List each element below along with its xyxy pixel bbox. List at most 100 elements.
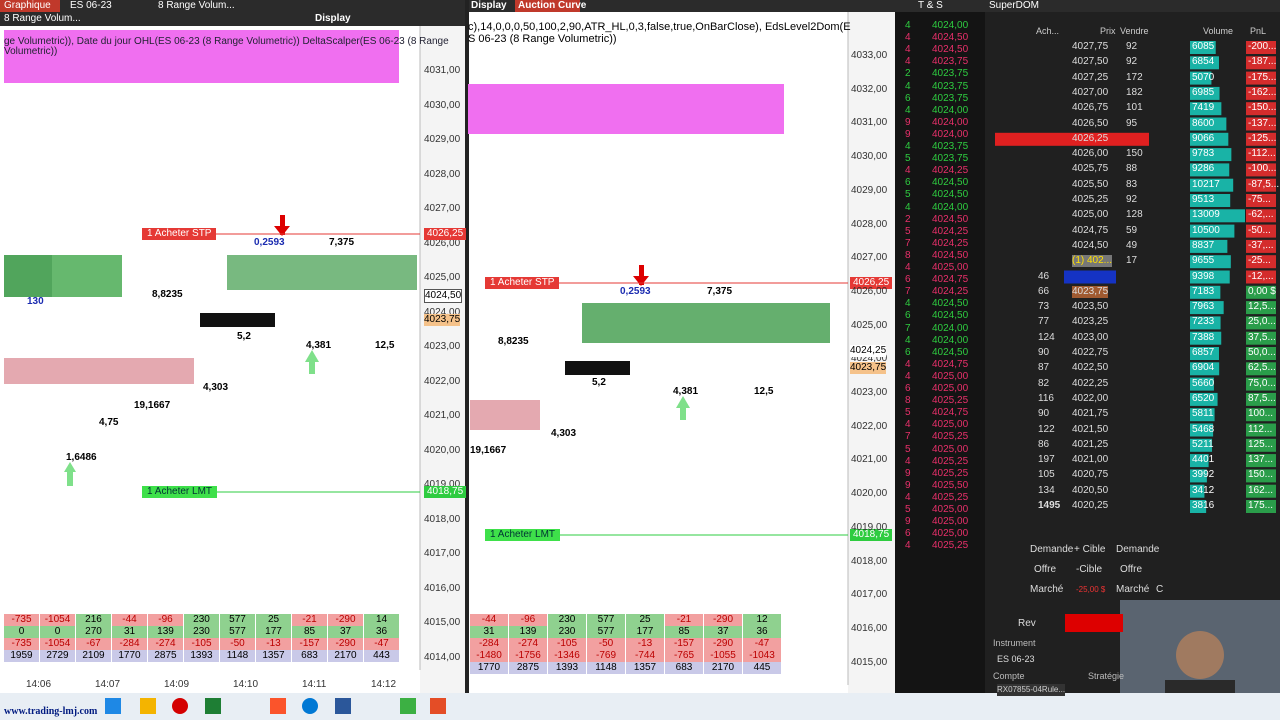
trade-price: 4024,00 xyxy=(932,322,969,334)
dom-buy: 73 xyxy=(1038,301,1050,313)
dom-volume: 7183 xyxy=(1192,285,1215,297)
summary-cell: 270 xyxy=(76,626,111,638)
summary-cell: 12 xyxy=(743,614,781,626)
volume-bar xyxy=(1190,347,1219,360)
price-label: 4023,00 xyxy=(851,387,888,398)
pnl-cell xyxy=(1246,132,1276,146)
summary-cell: 36 xyxy=(364,626,399,638)
trade-price: 4023,75 xyxy=(932,92,969,104)
summary-cell: -67 xyxy=(76,638,111,650)
dom-buy: 122 xyxy=(1038,423,1055,435)
trade-price: 4024,50 xyxy=(932,249,969,261)
summary-cell: 1393 xyxy=(548,662,586,674)
dom-volume: 7963 xyxy=(1192,301,1215,313)
tab: Auction Curve xyxy=(518,0,587,11)
summary-cell: -50 xyxy=(220,638,255,650)
dom-button[interactable]: Marché xyxy=(1030,584,1064,595)
price-label: 4030,00 xyxy=(424,99,461,111)
pnl-cell xyxy=(1246,71,1276,85)
pnl-cell xyxy=(1246,86,1276,100)
summary-cell: -44 xyxy=(470,614,508,626)
dom-volume: 7388 xyxy=(1192,331,1215,343)
annotation: 5,2 xyxy=(592,377,606,388)
indicator-header: Volumetric)) xyxy=(4,46,58,57)
dom-volume: 6520 xyxy=(1192,392,1215,404)
price-label: 4029,00 xyxy=(851,184,888,196)
dom-button[interactable]: Marché xyxy=(1116,584,1150,595)
summary-cell: -21 xyxy=(292,614,327,626)
trade-size: 4 xyxy=(905,370,911,382)
trade-price: 4023,75 xyxy=(932,153,969,165)
annotation: 19,1667 xyxy=(470,445,507,456)
dom-button[interactable]: -Cible xyxy=(1076,564,1103,575)
trade-price: 4025,50 xyxy=(932,479,969,491)
dom-button[interactable]: C xyxy=(1156,584,1164,595)
trade-price: 4024,00 xyxy=(932,201,969,213)
dom-volume: 4401 xyxy=(1192,454,1215,466)
trade-price: 4024,00 xyxy=(932,334,969,346)
dom-price: 4020,25 xyxy=(1072,500,1109,511)
summary-cell: 36 xyxy=(743,626,781,638)
trade-size: 4 xyxy=(905,298,911,310)
summary-cell: 85 xyxy=(292,626,327,638)
dom-button[interactable]: + Cible xyxy=(1074,544,1106,555)
trade-price: 4024,75 xyxy=(932,358,969,370)
summary-cell: 1770 xyxy=(470,662,508,674)
dom-buy: 82 xyxy=(1038,377,1050,389)
trade-price: 4024,50 xyxy=(932,44,969,56)
trade-price: 4025,00 xyxy=(932,370,969,382)
price-label: 4021,00 xyxy=(851,454,888,466)
summary-cell: -44 xyxy=(112,614,147,626)
volume-bar xyxy=(1190,194,1231,207)
trade-size: 4 xyxy=(905,80,911,92)
rev-red xyxy=(1065,614,1123,632)
summary-cell: 1770 xyxy=(112,650,147,662)
volume-bar xyxy=(1190,500,1207,513)
dom-button[interactable]: -25,00 $ xyxy=(1076,585,1106,594)
dom-button[interactable]: Demande xyxy=(1116,544,1160,555)
summary-cell: -735 xyxy=(4,614,39,626)
pnl-cell xyxy=(1246,117,1276,131)
column-header: Vendre xyxy=(1120,26,1149,36)
dom-sell: 88 xyxy=(1126,163,1138,175)
order-label: 1 Acheter LMT xyxy=(142,486,218,498)
price-label: 4024,00 xyxy=(851,353,888,365)
pnl-cell xyxy=(1246,270,1276,284)
rev-button[interactable]: Rev xyxy=(1018,618,1036,629)
pnl-cell xyxy=(1246,102,1276,116)
dom-sell: 95 xyxy=(1126,117,1138,129)
summary-cell: -13 xyxy=(256,638,291,650)
dom-pnl: -200... xyxy=(1248,41,1277,52)
pnl-cell xyxy=(1246,41,1276,54)
trade-size: 2 xyxy=(905,68,911,80)
order-label: 1 Acheter LMT xyxy=(485,529,561,541)
pnl-cell xyxy=(1246,224,1276,238)
dom-volume: 6854 xyxy=(1192,56,1215,68)
dom-button[interactable]: Offre xyxy=(1034,564,1057,575)
trade-price: 4024,50 xyxy=(932,189,969,201)
annotation: 5,2 xyxy=(237,331,251,342)
dom-pnl: -62,... xyxy=(1248,209,1274,221)
trade-size: 9 xyxy=(905,516,911,528)
time-label: 14:12 xyxy=(371,679,397,690)
trade-price: 4024,25 xyxy=(932,225,969,237)
bar-type: 8 Range Volum... xyxy=(158,0,235,11)
dom-price: 4025,00 xyxy=(1072,209,1109,221)
dom-pnl: -112... xyxy=(1248,148,1276,160)
dom-pnl: 100... xyxy=(1248,408,1274,420)
summary-cell: 177 xyxy=(626,626,664,638)
summary-cell: 1148 xyxy=(220,650,255,662)
order-price: 4018,75 xyxy=(850,529,893,541)
dom-button[interactable]: Offre xyxy=(1120,564,1143,575)
dom-price: 4026,75 xyxy=(1072,102,1109,114)
price-label: 4027,00 xyxy=(851,252,888,264)
trade-price: 4024,50 xyxy=(932,298,969,310)
dom-button[interactable]: Demande xyxy=(1030,544,1074,555)
volume-bar xyxy=(1190,285,1221,299)
summary-cell: 37 xyxy=(704,626,742,638)
pnl-cell xyxy=(1246,331,1276,345)
summary-cell: -13 xyxy=(626,638,664,650)
dom-volume: 13009 xyxy=(1192,209,1220,221)
summary-cell: 577 xyxy=(220,626,255,638)
pnl-cell xyxy=(1246,316,1276,330)
